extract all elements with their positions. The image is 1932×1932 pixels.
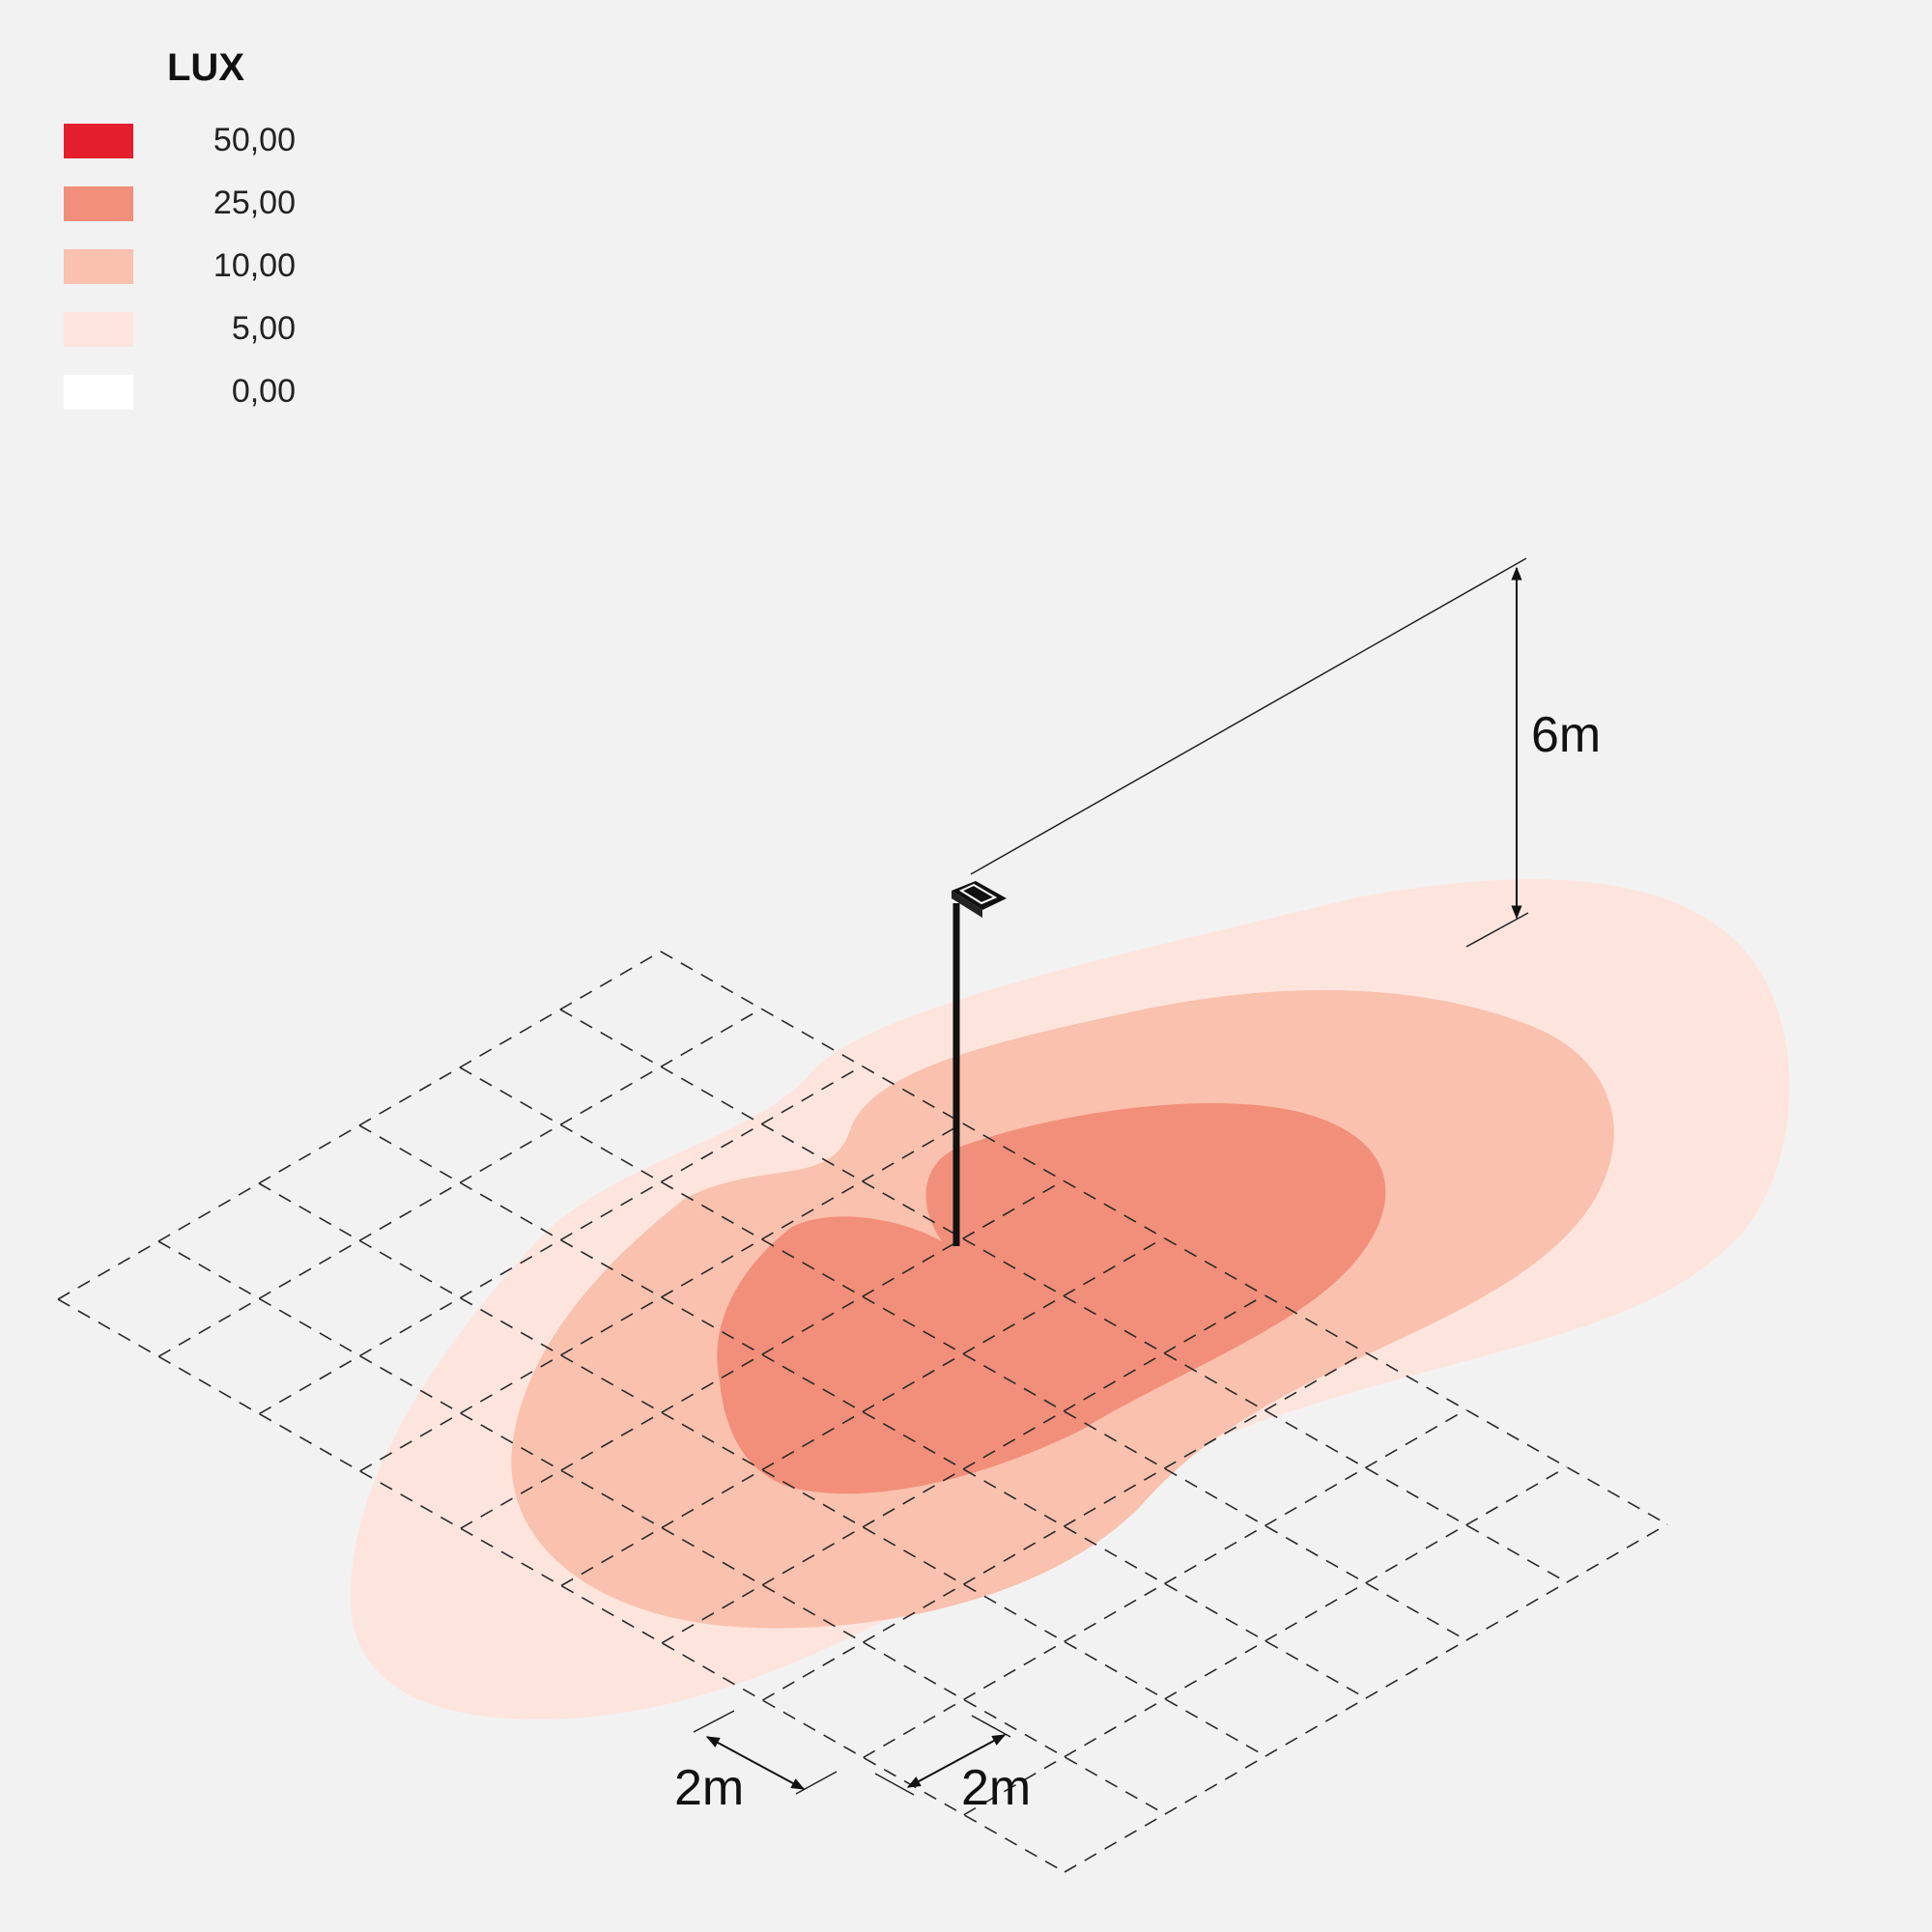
grid-x-dimension-label: 2m	[674, 1760, 744, 1816]
grid-line-long	[57, 1298, 1065, 1873]
grid-line-short	[259, 1065, 863, 1415]
grid-x-extension-1	[693, 1710, 735, 1733]
grid-line-short	[762, 1351, 1366, 1701]
grid-y-dimension-label: 2m	[961, 1760, 1031, 1816]
grid-line-long	[358, 1124, 1367, 1699]
contour-25-lux	[717, 1103, 1386, 1494]
grid-x-extension-2	[795, 1771, 838, 1795]
grid-line-long	[258, 1182, 1266, 1757]
grid-line-short	[661, 1294, 1265, 1644]
grid-line-long	[157, 1240, 1166, 1815]
grid-line-short	[1064, 1523, 1668, 1873]
grid-line-long	[459, 1066, 1467, 1641]
grid-line-long	[660, 951, 1668, 1525]
legend-label-25: 25,00	[213, 185, 296, 221]
legend-item-5: 5,00	[64, 310, 296, 347]
legend-swatch-50	[64, 124, 133, 158]
legend-item-10: 10,00	[64, 247, 296, 284]
legend-swatch-25	[64, 186, 133, 221]
height-dimension-label: 6m	[1531, 707, 1601, 763]
grid-line-long	[559, 1009, 1568, 1583]
grid-x-dimension-arrow	[705, 1736, 806, 1790]
floor-grid	[57, 951, 1668, 1873]
legend-label-0: 0,00	[231, 373, 296, 410]
legend-item-0: 0,00	[64, 373, 296, 410]
legend-item-25: 25,00	[64, 185, 296, 221]
grid-y-dimension-arrow	[906, 1734, 1007, 1788]
legend-label-50: 50,00	[213, 122, 296, 158]
grid-line-short	[560, 1236, 1165, 1587]
grid-line-short	[359, 1122, 963, 1472]
legend-label-10: 10,00	[213, 247, 296, 284]
height-reference-line-top	[970, 557, 1527, 875]
grid-y-extension-1	[874, 1773, 915, 1796]
grid-line-short	[460, 1179, 1065, 1529]
legend-item-50: 50,00	[64, 122, 296, 158]
grid-line-short	[57, 951, 662, 1300]
legend-swatch-10	[64, 249, 133, 284]
grid-y-extension-2	[971, 1715, 1011, 1738]
legend-label-5: 5,00	[231, 310, 296, 347]
legend-swatch-5	[64, 312, 133, 347]
luminaire-icon	[952, 881, 1007, 918]
legend-title: LUX	[167, 46, 244, 89]
grid-line-short	[963, 1466, 1568, 1816]
grid-line-short	[863, 1408, 1466, 1759]
legend-swatch-0	[64, 375, 133, 410]
grid-line-short	[157, 1008, 762, 1357]
